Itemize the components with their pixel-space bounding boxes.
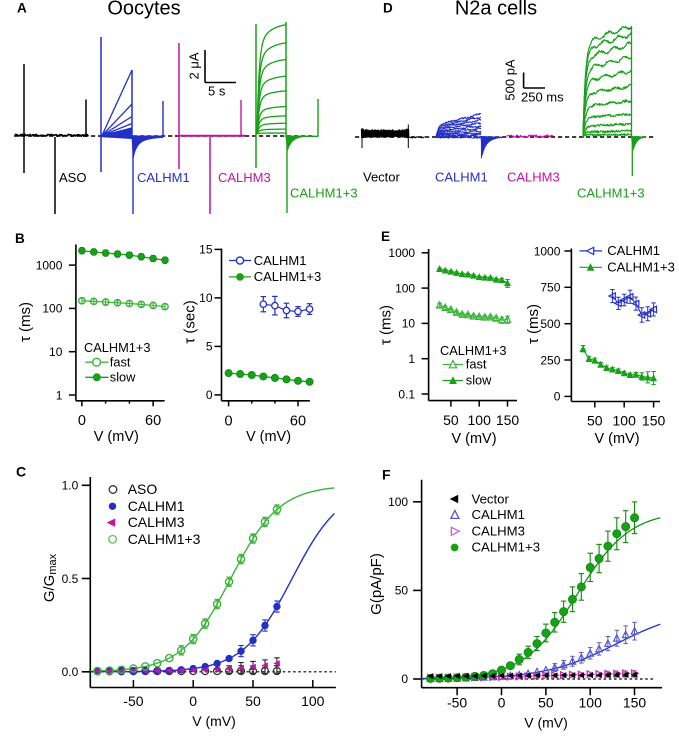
svg-text:CALHM1: CALHM1 [137,170,190,185]
svg-text:100: 100 [42,302,62,316]
svg-text:A: A [17,1,27,16]
svg-text:100: 100 [579,695,603,711]
svg-text:0: 0 [78,413,86,429]
svg-text:F: F [382,467,391,483]
svg-text:100: 100 [468,412,492,428]
svg-text:V (mV): V (mV) [524,715,568,731]
svg-text:fast: fast [466,357,487,372]
svg-text:CALHM1+3: CALHM1+3 [472,540,541,555]
svg-text:500: 500 [540,317,560,331]
svg-text:5: 5 [206,340,213,354]
svg-text:CALHM1+3: CALHM1+3 [577,186,645,201]
svg-text:CALHM1: CALHM1 [607,243,660,258]
svg-text:10: 10 [199,291,213,305]
svg-text:0: 0 [206,388,213,402]
svg-text:0.5: 0.5 [62,572,79,586]
svg-text:0.0: 0.0 [62,665,79,679]
svg-text:Oocytes: Oocytes [107,0,180,20]
svg-text:0: 0 [225,413,233,429]
svg-text:10: 10 [49,345,63,359]
svg-text:CALHM3: CALHM3 [472,524,526,539]
svg-text:V (mV): V (mV) [192,713,236,729]
svg-text:CALHM1+3: CALHM1+3 [290,186,358,201]
svg-text:-50: -50 [123,693,143,709]
svg-text:150: 150 [623,695,647,711]
svg-text:CALHM1+3: CALHM1+3 [84,340,151,355]
svg-text:50: 50 [443,412,459,428]
svg-text:0.1: 0.1 [398,387,415,401]
svg-text:V (mV): V (mV) [246,429,291,445]
svg-text:Vector: Vector [363,170,401,185]
svg-text:60: 60 [290,413,306,429]
svg-text:CALHM1: CALHM1 [254,253,307,268]
svg-text:CALHM1: CALHM1 [128,498,185,514]
svg-text:E: E [381,229,390,244]
svg-text:0: 0 [189,693,197,709]
svg-text:100: 100 [395,281,415,295]
svg-text:τ (ms): τ (ms) [525,304,542,344]
svg-text:τ (sec): τ (sec) [182,300,199,343]
svg-text:ASO: ASO [128,481,158,497]
svg-text:5 s: 5 s [208,84,226,99]
svg-text:CALHM3: CALHM3 [218,170,271,185]
svg-text:τ (ms): τ (ms) [17,302,34,342]
svg-text:N2a cells: N2a cells [455,0,537,20]
svg-text:0: 0 [554,390,561,404]
svg-text:CALHM1+3: CALHM1+3 [607,260,675,275]
svg-text:Vector: Vector [472,491,510,506]
svg-text:CALHM3: CALHM3 [507,170,560,185]
svg-text:B: B [15,231,25,246]
svg-text:150: 150 [496,412,520,428]
svg-text:G(pA/pF): G(pA/pF) [368,553,385,615]
svg-text:250 ms: 250 ms [521,90,564,105]
svg-text:CALHM1: CALHM1 [435,170,488,185]
svg-text:τ (ms): τ (ms) [378,305,395,345]
svg-text:V (mV): V (mV) [94,429,139,445]
svg-text:1.0: 1.0 [62,479,79,493]
svg-text:1000: 1000 [36,258,63,272]
svg-text:ASO: ASO [59,170,86,185]
svg-text:50: 50 [395,584,409,598]
svg-text:slow: slow [466,373,492,388]
svg-text:V (mV): V (mV) [451,431,496,447]
svg-text:50: 50 [538,695,554,711]
svg-text:250: 250 [540,353,560,367]
svg-text:1: 1 [56,388,63,402]
svg-text:slow: slow [110,370,136,385]
svg-text:D: D [383,1,393,16]
svg-text:10: 10 [402,317,416,331]
svg-text:100: 100 [613,413,637,429]
svg-text:V (mV): V (mV) [594,431,639,447]
svg-text:500 pA: 500 pA [503,59,518,101]
svg-text:0: 0 [401,672,408,686]
svg-text:2 μA: 2 μA [187,52,202,79]
svg-text:750: 750 [540,281,560,295]
svg-text:-50: -50 [447,695,467,711]
svg-text:1000: 1000 [388,246,415,260]
svg-text:150: 150 [642,413,666,429]
svg-text:50: 50 [245,693,261,709]
svg-text:CALHM1+3: CALHM1+3 [128,531,201,547]
svg-text:50: 50 [587,413,603,429]
svg-text:1000: 1000 [534,244,561,258]
svg-text:60: 60 [145,413,161,429]
svg-text:CALHM3: CALHM3 [128,514,185,530]
svg-text:fast: fast [110,355,131,370]
svg-text:CALHM1: CALHM1 [472,507,526,522]
svg-text:C: C [16,464,26,480]
svg-text:15: 15 [199,243,213,257]
svg-text:100: 100 [388,495,408,509]
svg-text:0: 0 [498,695,506,711]
svg-text:CALHM1+3: CALHM1+3 [440,343,507,358]
svg-text:CALHM1+3: CALHM1+3 [254,269,322,284]
svg-text:1: 1 [408,352,415,366]
svg-text:100: 100 [301,693,325,709]
